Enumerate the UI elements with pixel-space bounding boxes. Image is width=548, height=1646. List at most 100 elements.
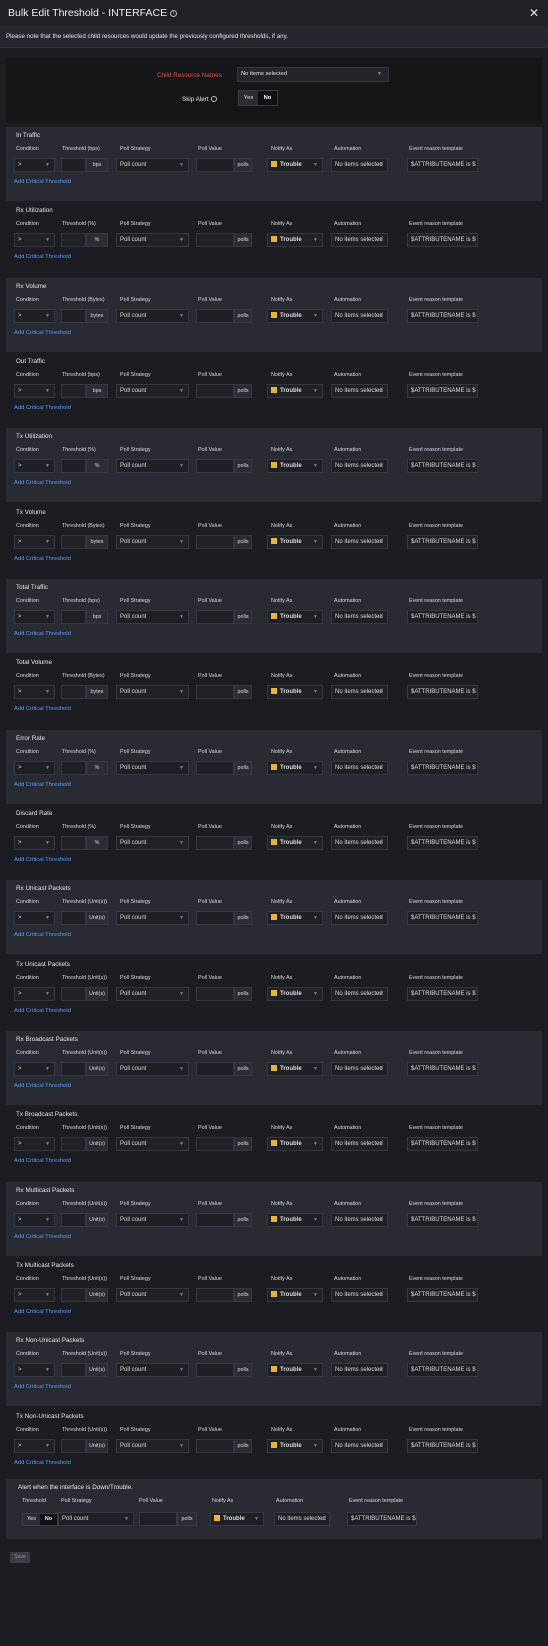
threshold-input[interactable] xyxy=(61,987,86,1001)
threshold-input[interactable] xyxy=(61,1439,86,1453)
event-template-input[interactable]: $ATTRIBUTENAME is $ xyxy=(407,1062,478,1076)
event-template-input[interactable]: $ATTRIBUTENAME is $ xyxy=(407,1288,478,1302)
notify-as-select[interactable]: Trouble ▼ xyxy=(267,535,323,549)
automation-select[interactable]: No items selected ▼ xyxy=(331,384,388,398)
threshold-input[interactable] xyxy=(61,459,86,473)
poll-strategy-select[interactable]: Poll count ▼ xyxy=(116,911,189,925)
poll-strategy-select[interactable]: Poll count ▼ xyxy=(116,610,189,624)
info-icon[interactable] xyxy=(210,96,217,102)
automation-select[interactable]: No items selected ▼ xyxy=(331,309,388,323)
notify-as-select[interactable]: Trouble ▼ xyxy=(267,1137,323,1151)
down-alert-toggle[interactable]: Yes No xyxy=(22,1513,58,1526)
poll-value-input[interactable] xyxy=(196,158,234,172)
skip-alert-no[interactable]: No xyxy=(258,91,277,105)
threshold-input[interactable] xyxy=(61,233,86,247)
notify-as-select[interactable]: Trouble ▼ xyxy=(267,233,323,247)
poll-value-input[interactable] xyxy=(196,836,234,850)
notify-as-select[interactable]: Trouble ▼ xyxy=(267,1062,323,1076)
event-template-input[interactable]: $ATTRIBUTENAME is $ xyxy=(407,1363,478,1377)
poll-value-input[interactable] xyxy=(196,1137,234,1151)
add-critical-threshold-link[interactable]: Add Critical Threshold xyxy=(14,932,71,938)
event-template-input[interactable]: $ATTRIBUTENAME is $ xyxy=(407,384,478,398)
skip-alert-toggle[interactable]: Yes No xyxy=(238,90,278,106)
down-alert-no[interactable]: No xyxy=(40,1514,57,1525)
automation-select[interactable]: No items selected ▼ xyxy=(331,685,388,699)
poll-strategy-select[interactable]: Poll count ▼ xyxy=(116,1213,189,1227)
poll-strategy-select[interactable]: Poll count ▼ xyxy=(116,987,189,1001)
add-critical-threshold-link[interactable]: Add Critical Threshold xyxy=(14,179,71,185)
poll-strategy-select[interactable]: Poll count ▼ xyxy=(116,836,189,850)
poll-value-input[interactable] xyxy=(196,1288,234,1302)
automation-select[interactable]: No items selected ▼ xyxy=(331,535,388,549)
automation-select[interactable]: No items selected ▼ xyxy=(331,911,388,925)
event-template-input[interactable]: $ATTRIBUTENAME is $ xyxy=(407,535,478,549)
poll-value-input[interactable] xyxy=(196,1363,234,1377)
add-critical-threshold-link[interactable]: Add Critical Threshold xyxy=(14,254,71,260)
down-alert-yes[interactable]: Yes xyxy=(23,1514,40,1525)
event-template-input[interactable]: $ATTRIBUTENAME is $ xyxy=(407,1439,478,1453)
poll-strategy-select[interactable]: Poll count ▼ xyxy=(116,1439,189,1453)
automation-select[interactable]: No items selected ▼ xyxy=(331,1363,388,1377)
condition-select[interactable]: > ▼ xyxy=(14,761,55,775)
threshold-input[interactable] xyxy=(61,1288,86,1302)
event-template-input[interactable]: $ATTRIBUTENAME is $ xyxy=(407,911,478,925)
condition-select[interactable]: > ▼ xyxy=(14,685,55,699)
automation-select[interactable]: No items selected ▼ xyxy=(331,1439,388,1453)
automation-select[interactable]: No items selected ▼ xyxy=(331,1137,388,1151)
event-template-input[interactable]: $ATTRIBUTENAME is $ xyxy=(407,158,478,172)
save-button[interactable]: Save xyxy=(10,1552,30,1563)
threshold-input[interactable] xyxy=(61,535,86,549)
event-template-input[interactable]: $ATTRIBUTENAME is $ xyxy=(407,836,478,850)
skip-alert-yes[interactable]: Yes xyxy=(239,91,258,105)
add-critical-threshold-link[interactable]: Add Critical Threshold xyxy=(14,556,71,562)
threshold-input[interactable] xyxy=(61,384,86,398)
poll-value-input[interactable] xyxy=(196,987,234,1001)
automation-select[interactable]: No items selected ▼ xyxy=(331,158,388,172)
notify-as-select[interactable]: Trouble ▼ xyxy=(267,1213,323,1227)
notify-as-select[interactable]: Trouble ▼ xyxy=(267,158,323,172)
poll-value-input[interactable] xyxy=(196,1062,234,1076)
poll-value-input[interactable] xyxy=(196,610,234,624)
event-template-input[interactable]: $ATTRIBUTENAME is $ xyxy=(407,1137,478,1151)
add-critical-threshold-link[interactable]: Add Critical Threshold xyxy=(14,330,71,336)
notify-as-select[interactable]: Trouble ▼ xyxy=(267,1363,323,1377)
poll-strategy-select[interactable]: Poll count ▼ xyxy=(116,1363,189,1377)
poll-value-input[interactable] xyxy=(196,685,234,699)
condition-select[interactable]: > ▼ xyxy=(14,1137,55,1151)
threshold-input[interactable] xyxy=(61,309,86,323)
event-template-input[interactable]: $ATTRIBUTENAME is $ xyxy=(407,233,478,247)
add-critical-threshold-link[interactable]: Add Critical Threshold xyxy=(14,405,71,411)
poll-value-input[interactable] xyxy=(196,761,234,775)
notify-as-select[interactable]: Trouble ▼ xyxy=(267,309,323,323)
poll-strategy-select[interactable]: Poll count ▼ xyxy=(116,384,189,398)
notify-as-select[interactable]: Trouble ▼ xyxy=(267,1288,323,1302)
poll-value-input[interactable] xyxy=(139,1512,177,1526)
automation-select[interactable]: No items selected ▼ xyxy=(274,1512,330,1526)
poll-strategy-select[interactable]: Poll count ▼ xyxy=(116,233,189,247)
poll-strategy-select[interactable]: Poll count ▼ xyxy=(116,1137,189,1151)
threshold-input[interactable] xyxy=(61,685,86,699)
poll-value-input[interactable] xyxy=(196,911,234,925)
notify-as-select[interactable]: Trouble ▼ xyxy=(267,836,323,850)
add-critical-threshold-link[interactable]: Add Critical Threshold xyxy=(14,1309,71,1315)
threshold-input[interactable] xyxy=(61,1363,86,1377)
poll-strategy-select[interactable]: Poll count ▼ xyxy=(116,761,189,775)
info-icon[interactable]: i xyxy=(170,9,178,17)
event-template-input[interactable]: $ATTRIBUTENAME is $ xyxy=(407,987,478,1001)
notify-as-select[interactable]: Trouble ▼ xyxy=(210,1512,264,1526)
condition-select[interactable]: > ▼ xyxy=(14,535,55,549)
automation-select[interactable]: No items selected ▼ xyxy=(331,459,388,473)
condition-select[interactable]: > ▼ xyxy=(14,836,55,850)
add-critical-threshold-link[interactable]: Add Critical Threshold xyxy=(14,1384,71,1390)
threshold-input[interactable] xyxy=(61,610,86,624)
condition-select[interactable]: > ▼ xyxy=(14,459,55,473)
poll-value-input[interactable] xyxy=(196,233,234,247)
poll-value-input[interactable] xyxy=(196,1439,234,1453)
automation-select[interactable]: No items selected ▼ xyxy=(331,1288,388,1302)
threshold-input[interactable] xyxy=(61,1062,86,1076)
poll-value-input[interactable] xyxy=(196,459,234,473)
poll-strategy-select[interactable]: Poll count ▼ xyxy=(116,459,189,473)
condition-select[interactable]: > ▼ xyxy=(14,1363,55,1377)
notify-as-select[interactable]: Trouble ▼ xyxy=(267,911,323,925)
add-critical-threshold-link[interactable]: Add Critical Threshold xyxy=(14,631,71,637)
